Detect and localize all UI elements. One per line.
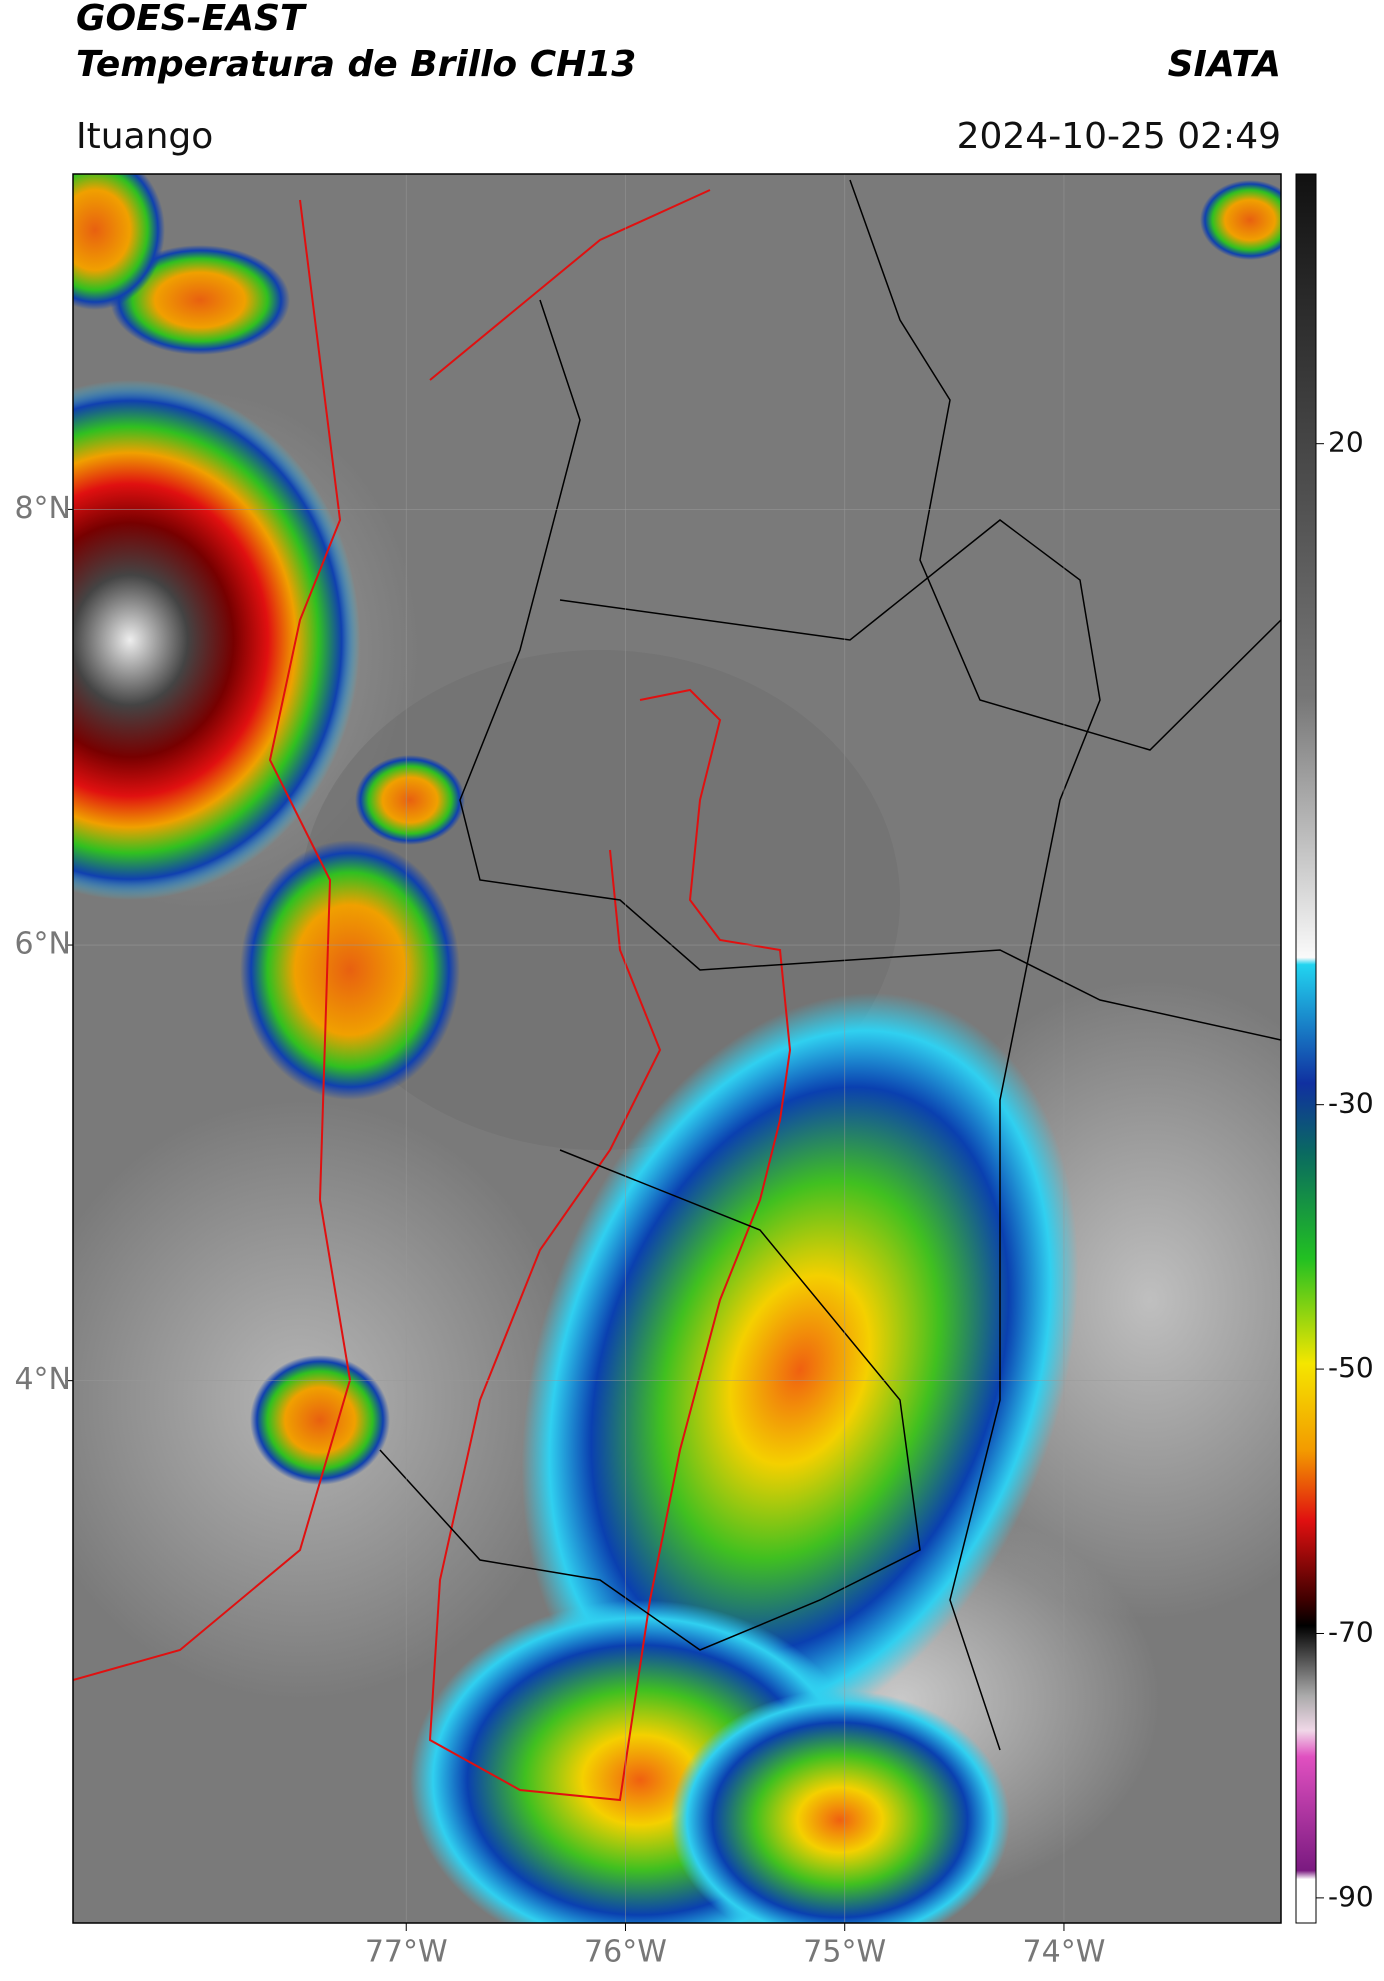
y-tick-label: 6°N [14, 927, 71, 962]
x-tick-label: 76°W [584, 1935, 667, 1970]
datetime: 2024-10-25 02:49 [957, 116, 1281, 157]
x-tick-label: 75°W [803, 1935, 886, 1970]
region: Ituango [76, 116, 213, 157]
colorbar-tick-label: 20 [1328, 426, 1364, 459]
colorbar-tick-label: -70 [1328, 1615, 1374, 1648]
grid [73, 174, 1281, 1923]
colorbar-tick-label: -30 [1328, 1087, 1374, 1120]
satellite-image [73, 174, 1281, 1923]
colorbar-tick-label: -50 [1328, 1351, 1374, 1384]
title: GOES-EAST [76, 0, 307, 39]
colorbar [1295, 173, 1317, 1924]
colorbar-tick-label: -90 [1328, 1880, 1374, 1913]
y-tick-label: 8°N [14, 491, 71, 526]
y-tick-label: 4°N [14, 1362, 71, 1397]
plot-frame [72, 173, 1282, 1924]
x-tick-label: 74°W [1023, 1935, 1106, 1970]
subtitle: Temperatura de Brillo CH13 [76, 44, 636, 85]
x-tick-label: 77°W [365, 1935, 448, 1970]
source: SIATA [1168, 44, 1281, 85]
